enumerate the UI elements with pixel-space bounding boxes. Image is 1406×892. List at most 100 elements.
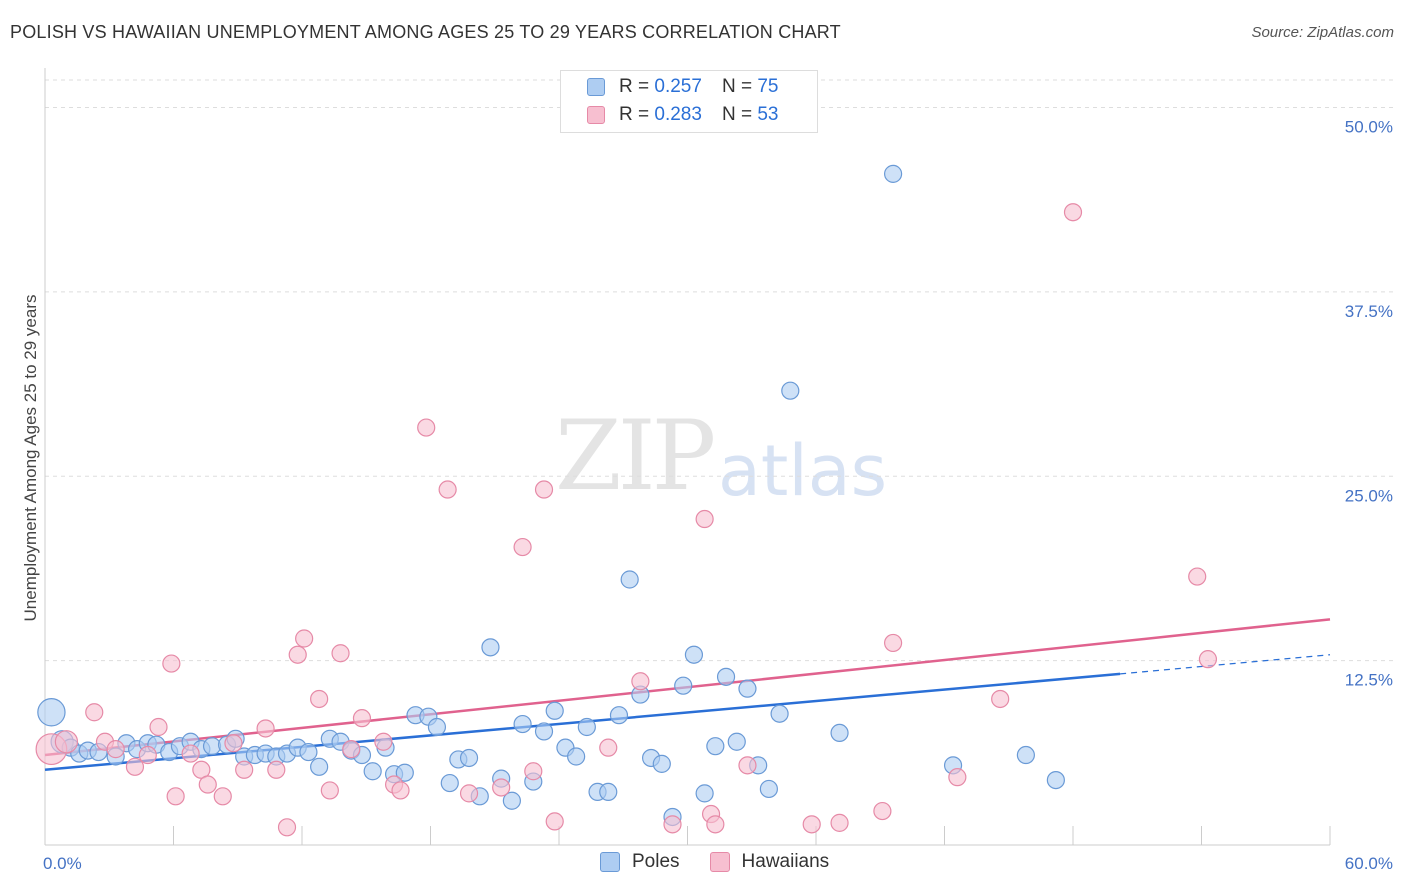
hawaiians-point <box>213 787 232 806</box>
hawaiians-point <box>162 654 181 673</box>
hawaiians-point <box>738 756 757 775</box>
hawaiians-point <box>106 740 125 759</box>
hawaiians-point <box>331 644 350 663</box>
axes <box>44 68 1331 846</box>
poles-point <box>716 667 736 686</box>
chart-title: POLISH VS HAWAIIAN UNEMPLOYMENT AMONG AG… <box>10 22 841 42</box>
hawaiians-point <box>181 744 200 763</box>
hawaiians-point <box>991 689 1010 709</box>
poles-point <box>770 704 789 723</box>
bottom-legend: Poles Hawaiians <box>600 851 859 873</box>
hawaiians-point <box>663 815 682 834</box>
legend-n-label: N = <box>721 76 753 97</box>
hawaiians-point <box>224 734 243 753</box>
data-points <box>35 164 1218 837</box>
hawaiians-point <box>545 812 564 831</box>
poles-point <box>599 782 618 802</box>
legend-row-hawaiians: R = 0.283 N = 53 <box>587 103 778 127</box>
hawaiians-point <box>948 768 967 787</box>
poles-point <box>545 701 564 720</box>
y-tick-label: 12.5% <box>1345 671 1393 690</box>
poles-point <box>440 773 459 793</box>
hawaiians-point <box>149 717 168 737</box>
hawaiians-point <box>492 778 511 797</box>
y-axis-title: Unemployment Among Ages 25 to 29 years <box>21 295 40 622</box>
legend-r-label: R = <box>619 104 650 125</box>
hawaiians-legend-swatch <box>709 852 730 872</box>
poles-point <box>481 638 500 657</box>
hawaiians-point <box>830 813 849 832</box>
hawaiians-point <box>631 672 650 691</box>
hawaiians-point <box>342 740 361 759</box>
poles-point <box>883 164 903 183</box>
poles-point <box>502 791 521 810</box>
poles-swatch <box>587 78 605 96</box>
hawaiians-legend-label: Hawaiians <box>741 851 830 872</box>
hawaiians-point <box>438 480 457 499</box>
hawaiians-point <box>459 784 479 803</box>
hawaiians-point <box>374 732 393 751</box>
poles-point <box>609 706 629 725</box>
hawaiians-point <box>1063 203 1083 222</box>
poles-legend-label: Poles <box>632 851 680 872</box>
hawaiians-point <box>883 633 903 653</box>
hawaiians-point <box>267 760 286 779</box>
poles-point <box>674 676 693 695</box>
hawaiians-point <box>85 703 104 722</box>
hawaiians-point <box>235 760 254 779</box>
poles-point <box>395 763 414 782</box>
poles-point <box>363 762 382 781</box>
watermark-zip: ZIP <box>555 400 716 512</box>
legend-n-label: N = <box>721 104 753 125</box>
poles-point <box>620 570 639 589</box>
x-tick-label: 0.0% <box>43 854 82 873</box>
hawaiians-point <box>695 509 714 529</box>
hawaiians-point <box>513 537 532 557</box>
poles-point <box>684 645 704 664</box>
poles-point <box>37 698 66 727</box>
legend-item-poles[interactable]: Poles <box>600 851 680 873</box>
hawaiians-point <box>599 738 618 757</box>
poles-point <box>706 737 725 756</box>
hawaiians-swatch <box>587 106 605 124</box>
poles-point <box>459 748 479 768</box>
poles-trend-extension <box>1120 654 1331 675</box>
hawaiians-point <box>320 781 339 800</box>
poles-point <box>513 714 532 734</box>
poles-point <box>534 722 554 741</box>
hawaiians-point <box>256 719 275 738</box>
hawaiians-point <box>391 781 410 800</box>
hawaiians-point <box>802 815 821 834</box>
legend-r-label: R = <box>619 76 650 97</box>
y-tick-label: 50.0% <box>1345 118 1393 137</box>
hawaiians-point <box>524 762 543 781</box>
poles-point <box>830 723 849 743</box>
legend-item-hawaiians[interactable]: Hawaiians <box>709 851 830 873</box>
legend-r-value: 0.283 <box>654 104 702 125</box>
hawaiians-point <box>288 645 307 664</box>
source-label: Source: ZipAtlas.com <box>1251 24 1394 41</box>
hawaiians-point <box>138 745 157 765</box>
tick-labels: 12.5% 25.0% 37.5% 50.0% 0.0% 60.0% <box>43 118 1393 874</box>
poles-point <box>577 717 596 737</box>
poles-point <box>1016 745 1035 765</box>
hawaiians-point <box>277 818 297 837</box>
hawaiians-point <box>295 629 314 648</box>
hawaiians-point <box>417 418 436 437</box>
hawaiians-point <box>352 709 372 728</box>
poles-point <box>695 784 714 803</box>
hawaiians-point <box>534 480 554 499</box>
poles-point <box>759 779 778 799</box>
poles-point <box>310 757 329 776</box>
poles-point <box>299 742 318 762</box>
poles-point <box>727 732 746 751</box>
hawaiians-point <box>706 815 725 834</box>
hawaiians-point <box>310 689 329 709</box>
x-tick-label: 60.0% <box>1345 854 1393 873</box>
legend-row-poles: R = 0.257 N = 75 <box>587 75 778 99</box>
hawaiians-point <box>54 730 79 754</box>
legend-box: R = 0.257 N = 75 R = 0.283 N = 53 <box>560 70 818 133</box>
hawaiians-point <box>125 757 145 776</box>
hawaiians-point <box>873 801 892 821</box>
hawaiians-point <box>166 787 185 806</box>
